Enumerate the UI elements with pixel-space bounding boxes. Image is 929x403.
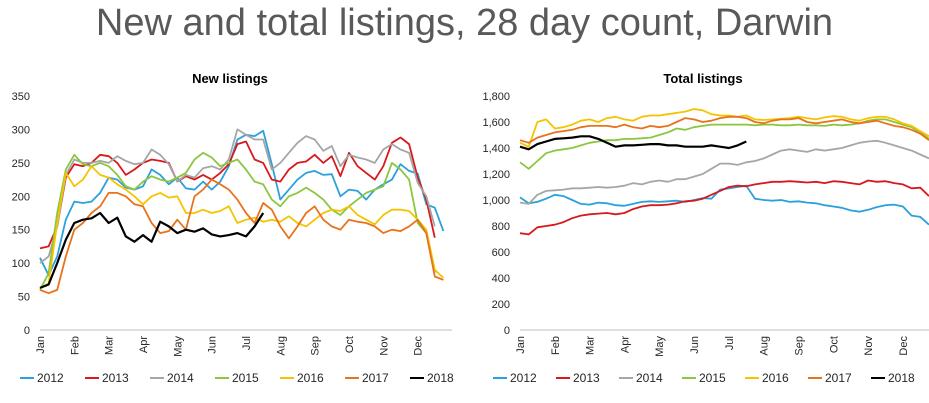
y-tick-label: 1,800 xyxy=(482,91,510,103)
y-tick-label: 200 xyxy=(492,299,510,311)
legend-label-2013: 2013 xyxy=(573,371,600,385)
legend-label-2018: 2018 xyxy=(427,371,454,385)
legend-label-2015: 2015 xyxy=(232,371,259,385)
series-line-2015 xyxy=(39,151,436,291)
y-tick-label: 300 xyxy=(12,124,30,136)
y-tick-label: 200 xyxy=(12,191,30,203)
total-listings-chart: Total listings 0 200 400 600 800 1,000 1,200 1,4… xyxy=(482,71,929,385)
x-tick-label: Jul xyxy=(241,336,253,350)
series-line-2013 xyxy=(519,179,929,236)
series-line-2018 xyxy=(39,211,265,289)
series-line-2018 xyxy=(519,135,747,151)
x-tick-label: Sep xyxy=(310,336,322,356)
x-tick-label: Dec xyxy=(413,336,425,356)
y-tick-label: 100 xyxy=(12,258,30,270)
series-line-2012 xyxy=(39,129,445,277)
y-tick-label: 1,400 xyxy=(482,143,510,155)
y-tick-label: 1,200 xyxy=(482,169,510,181)
x-tick-label: Aug xyxy=(759,336,771,356)
y-tick-label: 350 xyxy=(12,91,30,103)
x-tick-label: Aug xyxy=(275,336,287,356)
new-listings-chart: New listings 0 50 100 150 200 250 300 350 Jan Feb M… xyxy=(12,71,454,385)
series-line-2017 xyxy=(519,115,929,144)
y-tick-label: 0 xyxy=(24,325,30,337)
total-listings-title: Total listings xyxy=(663,71,742,86)
legend-label-2012: 2012 xyxy=(37,371,64,385)
legend-label-2015: 2015 xyxy=(699,371,726,385)
x-tick-label: Oct xyxy=(828,336,840,353)
legend-label-2014: 2014 xyxy=(636,371,663,385)
y-tick-label: 600 xyxy=(492,247,510,259)
series-line-2013 xyxy=(39,136,436,250)
x-tick-label: May xyxy=(654,336,666,357)
x-tick-label: Nov xyxy=(863,336,875,356)
y-tick-label: 1,600 xyxy=(482,117,510,129)
x-tick-label: Oct xyxy=(344,336,356,353)
x-tick-label: Jan xyxy=(515,336,527,354)
series-line-2014 xyxy=(519,139,929,205)
x-tick-label: May xyxy=(172,336,184,357)
legend-label-2017: 2017 xyxy=(825,371,852,385)
legend-label-2017: 2017 xyxy=(362,371,389,385)
x-tick-label: Sep xyxy=(793,336,805,356)
series-line-2012 xyxy=(519,184,929,226)
legend-label-2016: 2016 xyxy=(297,371,324,385)
legend-label-2018: 2018 xyxy=(888,371,915,385)
series-line-2016 xyxy=(39,165,445,290)
y-tick-label: 0 xyxy=(504,325,510,337)
legend-label-2012: 2012 xyxy=(510,371,537,385)
y-tick-label: 50 xyxy=(18,292,30,304)
y-tick-label: 150 xyxy=(12,225,30,237)
y-tick-label: 250 xyxy=(12,158,30,170)
y-tick-label: 400 xyxy=(492,273,510,285)
legend-label-2013: 2013 xyxy=(102,371,129,385)
x-tick-label: Mar xyxy=(585,336,597,355)
x-tick-label: Jul xyxy=(724,336,736,350)
x-tick-label: Apr xyxy=(138,336,150,353)
series-line-2016 xyxy=(519,108,929,148)
x-tick-label: Nov xyxy=(378,336,390,356)
legend-label-2014: 2014 xyxy=(167,371,194,385)
series-line-2014 xyxy=(39,128,436,264)
new-listings-title: New listings xyxy=(192,71,268,86)
x-tick-label: Dec xyxy=(898,336,910,356)
y-tick-label: 1,000 xyxy=(482,195,510,207)
y-tick-label: 800 xyxy=(492,221,510,233)
x-tick-label: Jun xyxy=(207,336,219,354)
x-tick-label: Apr xyxy=(619,336,631,353)
x-tick-label: Feb xyxy=(69,336,81,355)
x-tick-label: Mar xyxy=(104,336,116,355)
series-line-2017 xyxy=(39,178,444,295)
x-tick-label: Feb xyxy=(550,336,562,355)
page-title: New and total listings, 28 day count, Da… xyxy=(95,2,834,44)
x-tick-label: Jan xyxy=(35,336,47,354)
legend-label-2016: 2016 xyxy=(762,371,789,385)
x-tick-label: Jun xyxy=(689,336,701,354)
